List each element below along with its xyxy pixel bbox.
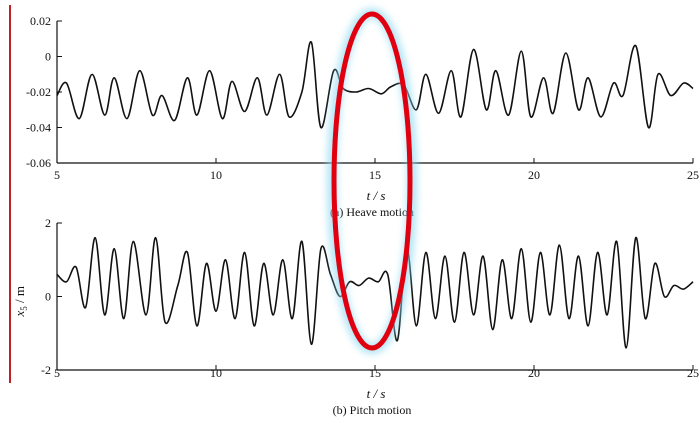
panel-heave: 5 10 15 20 25 0.02 0 -0.02 -0.04 -0.06 t / s (a) He… bbox=[26, 14, 699, 219]
y-tick-label: 0 bbox=[45, 290, 51, 304]
x-tick-label: 20 bbox=[528, 366, 540, 380]
y-tick-label: -0.04 bbox=[26, 121, 51, 135]
y-tick-label: -0.02 bbox=[26, 85, 51, 99]
x-tick-label: 15 bbox=[369, 366, 381, 380]
y-tick-label: -2 bbox=[41, 363, 51, 377]
panel-caption: (b) Pitch motion bbox=[333, 403, 412, 417]
x-tick-label: 25 bbox=[687, 168, 699, 182]
y-tick-label: 0.02 bbox=[30, 14, 51, 28]
y-tick-label: -0.06 bbox=[26, 156, 51, 170]
x-tick-label: 5 bbox=[54, 168, 60, 182]
x-axis-label: t / s bbox=[367, 386, 386, 401]
x-tick-label: 10 bbox=[210, 168, 222, 182]
highlight-ellipse bbox=[331, 11, 413, 351]
series-line bbox=[56, 236, 694, 349]
panel-caption: (a) Heave motion bbox=[330, 205, 414, 219]
x-axis-label: t / s bbox=[367, 188, 386, 203]
plots-group: 5 10 15 20 250.020-0.02-0.04-0.06t / s(a) He… bbox=[12, 14, 699, 417]
x-tick-label: 5 bbox=[54, 366, 60, 380]
y-tick-label: 0 bbox=[45, 50, 51, 64]
y-tick-label: 2 bbox=[45, 216, 51, 230]
y-axis-label: x5 / m bbox=[12, 286, 29, 318]
x-tick-label: 25 bbox=[687, 366, 699, 380]
x-tick-label: 10 bbox=[210, 366, 222, 380]
x-tick-label: 20 bbox=[528, 168, 540, 182]
x-tick-label: 15 bbox=[369, 168, 381, 182]
series-line bbox=[56, 41, 694, 129]
